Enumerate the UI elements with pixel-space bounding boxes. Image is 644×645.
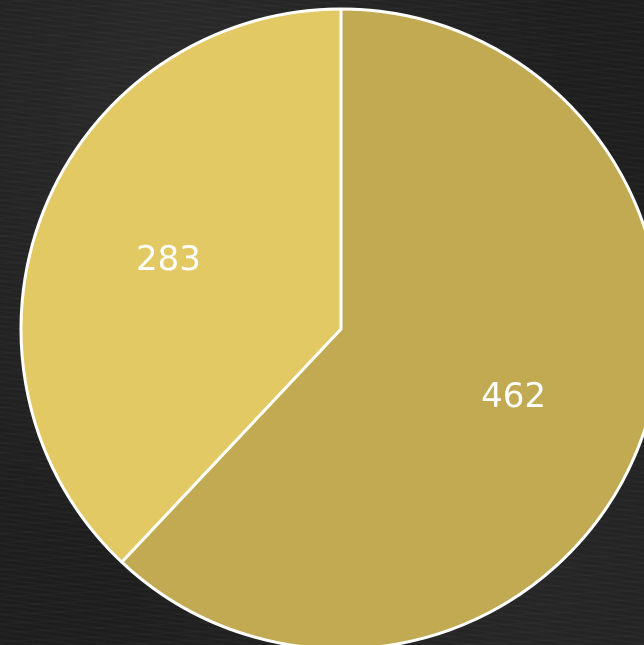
pie-data-label-1: 462 — [481, 376, 546, 416]
pie-slices — [21, 9, 644, 645]
pie-data-label-2: 283 — [136, 239, 201, 279]
